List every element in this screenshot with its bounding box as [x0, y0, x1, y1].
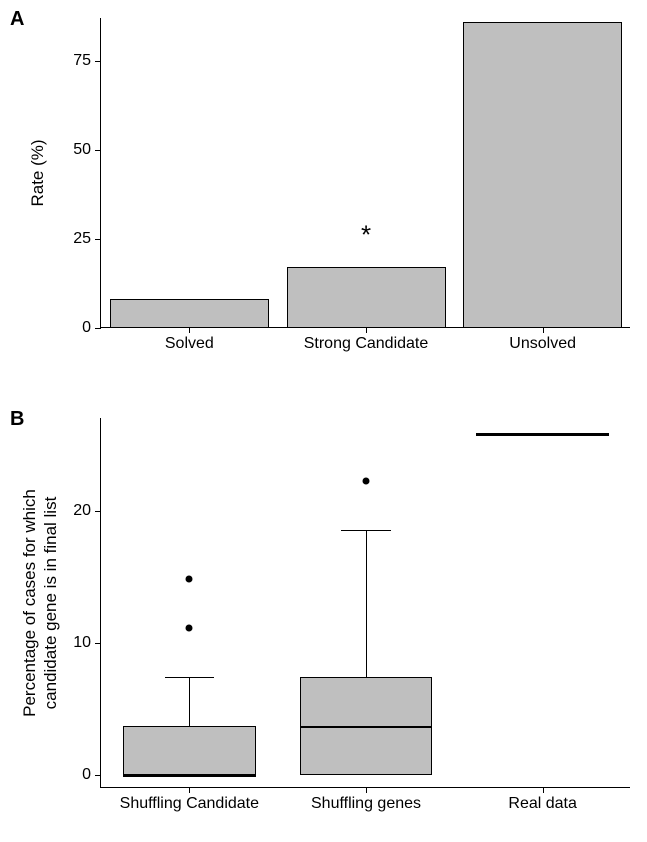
panel-a-xtick-label: Solved [165, 327, 214, 353]
panel-a-xtick-label: Unsolved [509, 327, 576, 353]
whisker [189, 677, 190, 726]
panel-b-plot: 01020Shuffling CandidateShuffling genesR… [100, 418, 630, 788]
median-line [123, 775, 256, 777]
panel-b-ytick-label: 20 [73, 502, 101, 520]
panel-a-ytick-label: 75 [73, 52, 101, 70]
panel-a-bar [463, 22, 622, 328]
panel-b-xtick-label: Shuffling genes [311, 787, 421, 813]
panel-b-xtick-label: Real data [508, 787, 577, 813]
median-line [476, 433, 609, 436]
panel-a-bar [287, 267, 446, 328]
panel-a-xtick-label: Strong Candidate [304, 327, 429, 353]
panel-b-ytick-label: 10 [73, 634, 101, 652]
outlier-point [363, 478, 370, 485]
whisker-cap [165, 677, 214, 678]
whisker [366, 530, 367, 677]
whisker-cap [341, 530, 390, 531]
panel-b-ylabel: Percentage of cases for whichcandidate g… [19, 413, 62, 793]
panel-a-ytick-label: 0 [82, 319, 101, 337]
panel-a-annotation: * [361, 220, 371, 251]
panel-a-bar [110, 299, 269, 328]
panel-a-label: A [10, 8, 24, 31]
panel-b-xtick-label: Shuffling Candidate [120, 787, 259, 813]
median-line [300, 726, 433, 728]
outlier-point [186, 625, 193, 632]
outlier-point [186, 576, 193, 583]
panel-a-ytick-label: 25 [73, 230, 101, 248]
box [123, 726, 256, 775]
panel-b-ytick-label: 0 [82, 766, 101, 784]
panel-a-plot: 0255075SolvedStrong CandidateUnsolved* [100, 18, 630, 328]
panel-a-ylabel: Rate (%) [28, 139, 48, 206]
panel-a-ytick-label: 50 [73, 141, 101, 159]
